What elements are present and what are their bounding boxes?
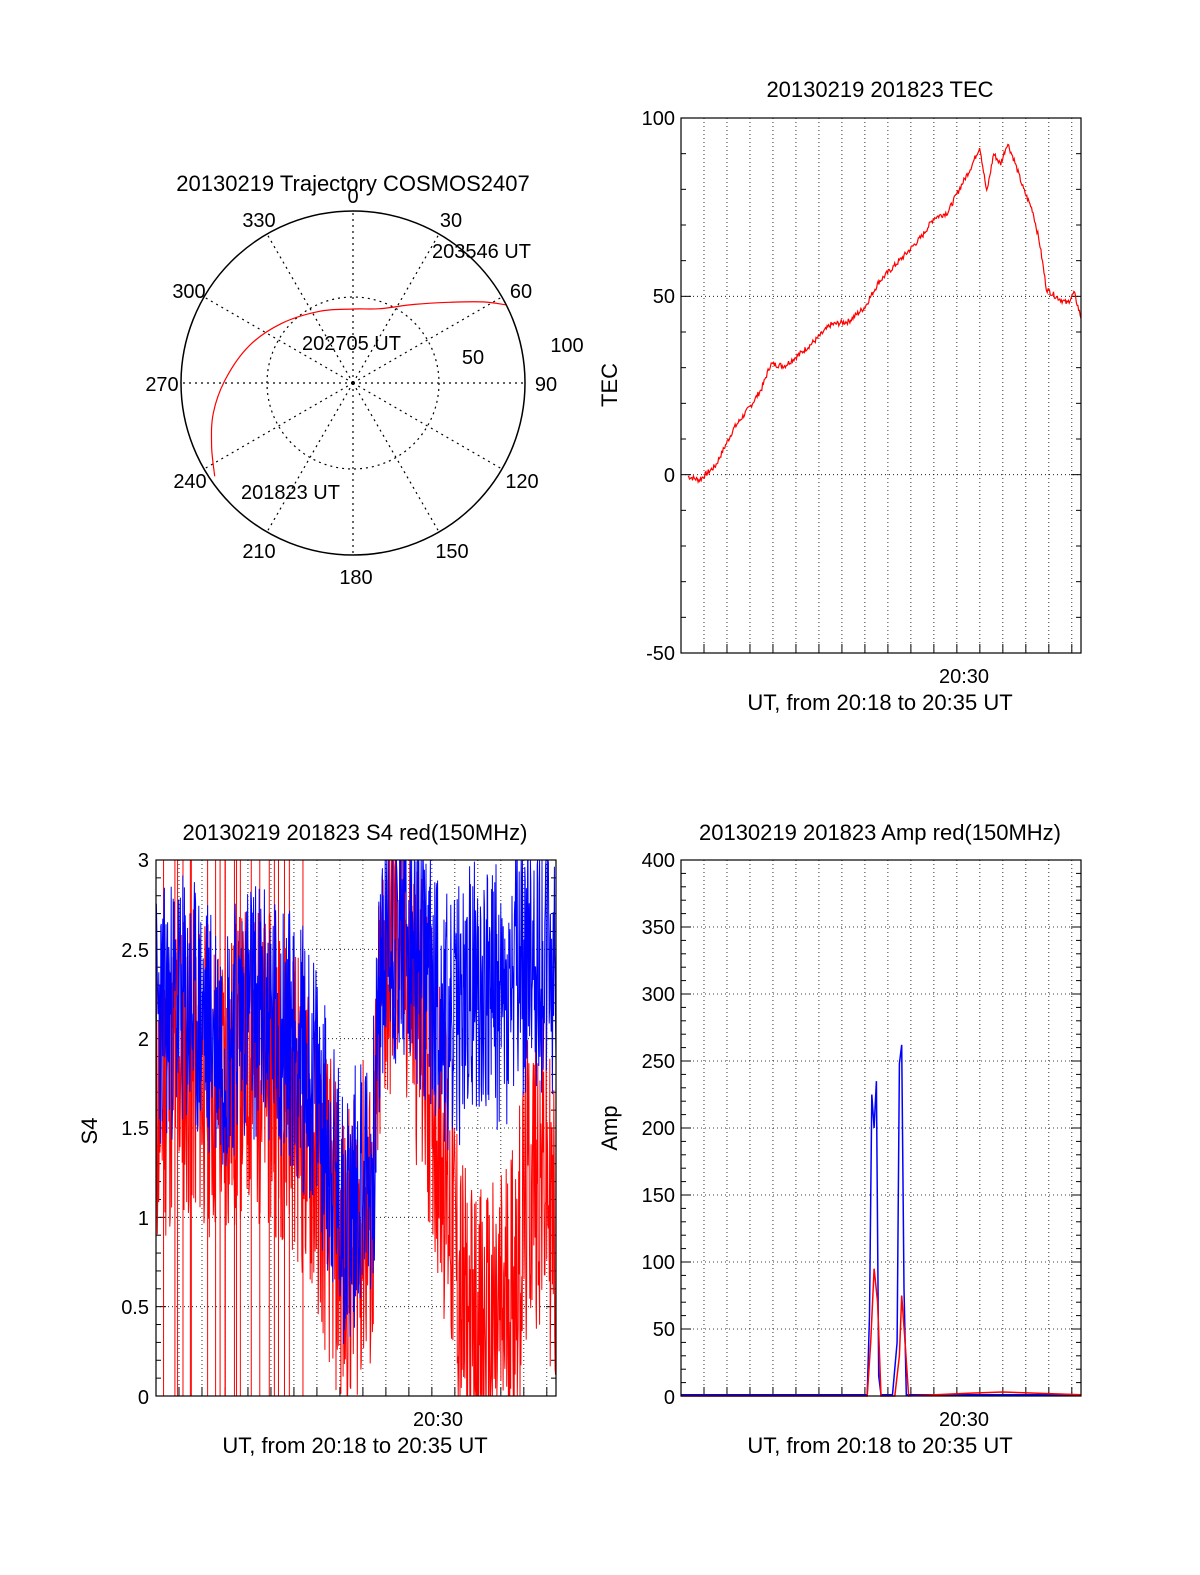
polar-az-210: 210	[242, 541, 275, 563]
tec-xlabel: UT, from 20:18 to 20:35 UT	[747, 690, 1012, 715]
polar-start-label: 201823 UT	[241, 482, 340, 504]
polar-outer-circle	[180, 210, 526, 556]
amp-title: 20130219 201823 Amp red(150MHz)	[699, 820, 1061, 845]
tec-xtick-label: 20:30	[939, 666, 989, 688]
polar-r-100: 100	[550, 335, 583, 357]
amp-blue-series-line	[681, 1044, 1081, 1396]
amp-ytick-label: 300	[642, 984, 675, 1006]
polar-az-240: 240	[173, 471, 206, 493]
amp-ytick-label: 250	[642, 1051, 675, 1073]
polar-spoke-line	[266, 382, 354, 533]
tec-series-line	[687, 143, 1082, 485]
amp-ytick-label: 150	[642, 1185, 675, 1207]
s4-ytick-label: 2.5	[121, 940, 149, 962]
polar-az-0: 0	[347, 186, 358, 208]
tec-ytick-label: 0	[664, 465, 675, 487]
amp-xlabel: UT, from 20:18 to 20:35 UT	[747, 1433, 1012, 1458]
polar-spoke-line	[352, 382, 503, 470]
amp-ytick-label: 0	[664, 1387, 675, 1409]
tec-grid	[681, 117, 1081, 654]
polar-az-30: 30	[440, 210, 462, 232]
polar-az-180: 180	[339, 567, 372, 589]
polar-az-330: 330	[242, 210, 275, 232]
s4-title: 20130219 201823 S4 red(150MHz)	[183, 820, 528, 845]
amp-ytick-label: 350	[642, 917, 675, 939]
tec-ytick-label: 50	[653, 286, 675, 308]
amp-red-series-line	[681, 1268, 1082, 1397]
polar-spoke-line	[266, 233, 354, 384]
amp-ytick-label: 50	[653, 1319, 675, 1341]
amp-ytick-label: 200	[642, 1118, 675, 1140]
polar-trajectory-line	[210, 301, 507, 477]
tec-panel: 20130219 201823 TEC 100 50 0 -50 TEC 20:…	[597, 77, 1082, 715]
s4-frame	[155, 859, 557, 1397]
amp-xtick-label: 20:30	[939, 1409, 989, 1431]
tec-frame	[680, 117, 1082, 654]
polar-spoke-line	[203, 382, 354, 470]
s4-ytick-label: 1.5	[121, 1118, 149, 1140]
polar-end-label: 203546 UT	[432, 241, 531, 263]
polar-az-90: 90	[535, 374, 557, 396]
polar-panel: 20130219 Trajectory COSMOS2407 0 30 60 9…	[145, 171, 583, 589]
polar-az-60: 60	[510, 281, 532, 303]
s4-xtick-label: 20:30	[413, 1409, 463, 1431]
polar-mid-label: 202705 UT	[302, 333, 401, 355]
tec-title: 20130219 201823 TEC	[766, 77, 993, 102]
tec-ylabel: TEC	[597, 363, 622, 407]
polar-az-300: 300	[172, 281, 205, 303]
amp-panel: 20130219 201823 Amp red(150MHz) 400 350 …	[597, 820, 1082, 1458]
s4-ytick-label: 3	[138, 850, 149, 872]
s4-ytick-label: 2	[138, 1029, 149, 1051]
polar-az-150: 150	[435, 541, 468, 563]
tec-ytick-label: -50	[646, 643, 675, 665]
s4-ytick-label: 0	[138, 1387, 149, 1409]
polar-spoke-line	[352, 382, 440, 533]
polar-spoke-line	[352, 296, 503, 384]
amp-ytick-label: 100	[642, 1252, 675, 1274]
s4-panel: 20130219 201823 S4 red(150MHz) 3 2.5 2 1…	[77, 820, 557, 1458]
amp-grid	[681, 859, 1081, 1397]
polar-spoke-line	[352, 233, 440, 384]
polar-az-270: 270	[145, 374, 178, 396]
polar-spoke-line	[203, 296, 354, 384]
amp-ytick-label: 400	[642, 850, 675, 872]
polar-r-50: 50	[462, 347, 484, 369]
amp-frame	[680, 859, 1082, 1397]
polar-title: 20130219 Trajectory COSMOS2407	[176, 171, 529, 196]
s4-ytick-label: 0.5	[121, 1297, 149, 1319]
polar-az-120: 120	[505, 471, 538, 493]
s4-xlabel: UT, from 20:18 to 20:35 UT	[222, 1433, 487, 1458]
amp-ylabel: Amp	[597, 1105, 622, 1150]
s4-red-series-line	[155, 859, 557, 1397]
polar-spokes	[181, 211, 525, 555]
s4-ytick-label: 1	[138, 1208, 149, 1230]
s4-blue-series-line	[155, 859, 557, 1345]
tec-ytick-label: 100	[642, 108, 675, 130]
s4-ylabel: S4	[77, 1118, 102, 1145]
